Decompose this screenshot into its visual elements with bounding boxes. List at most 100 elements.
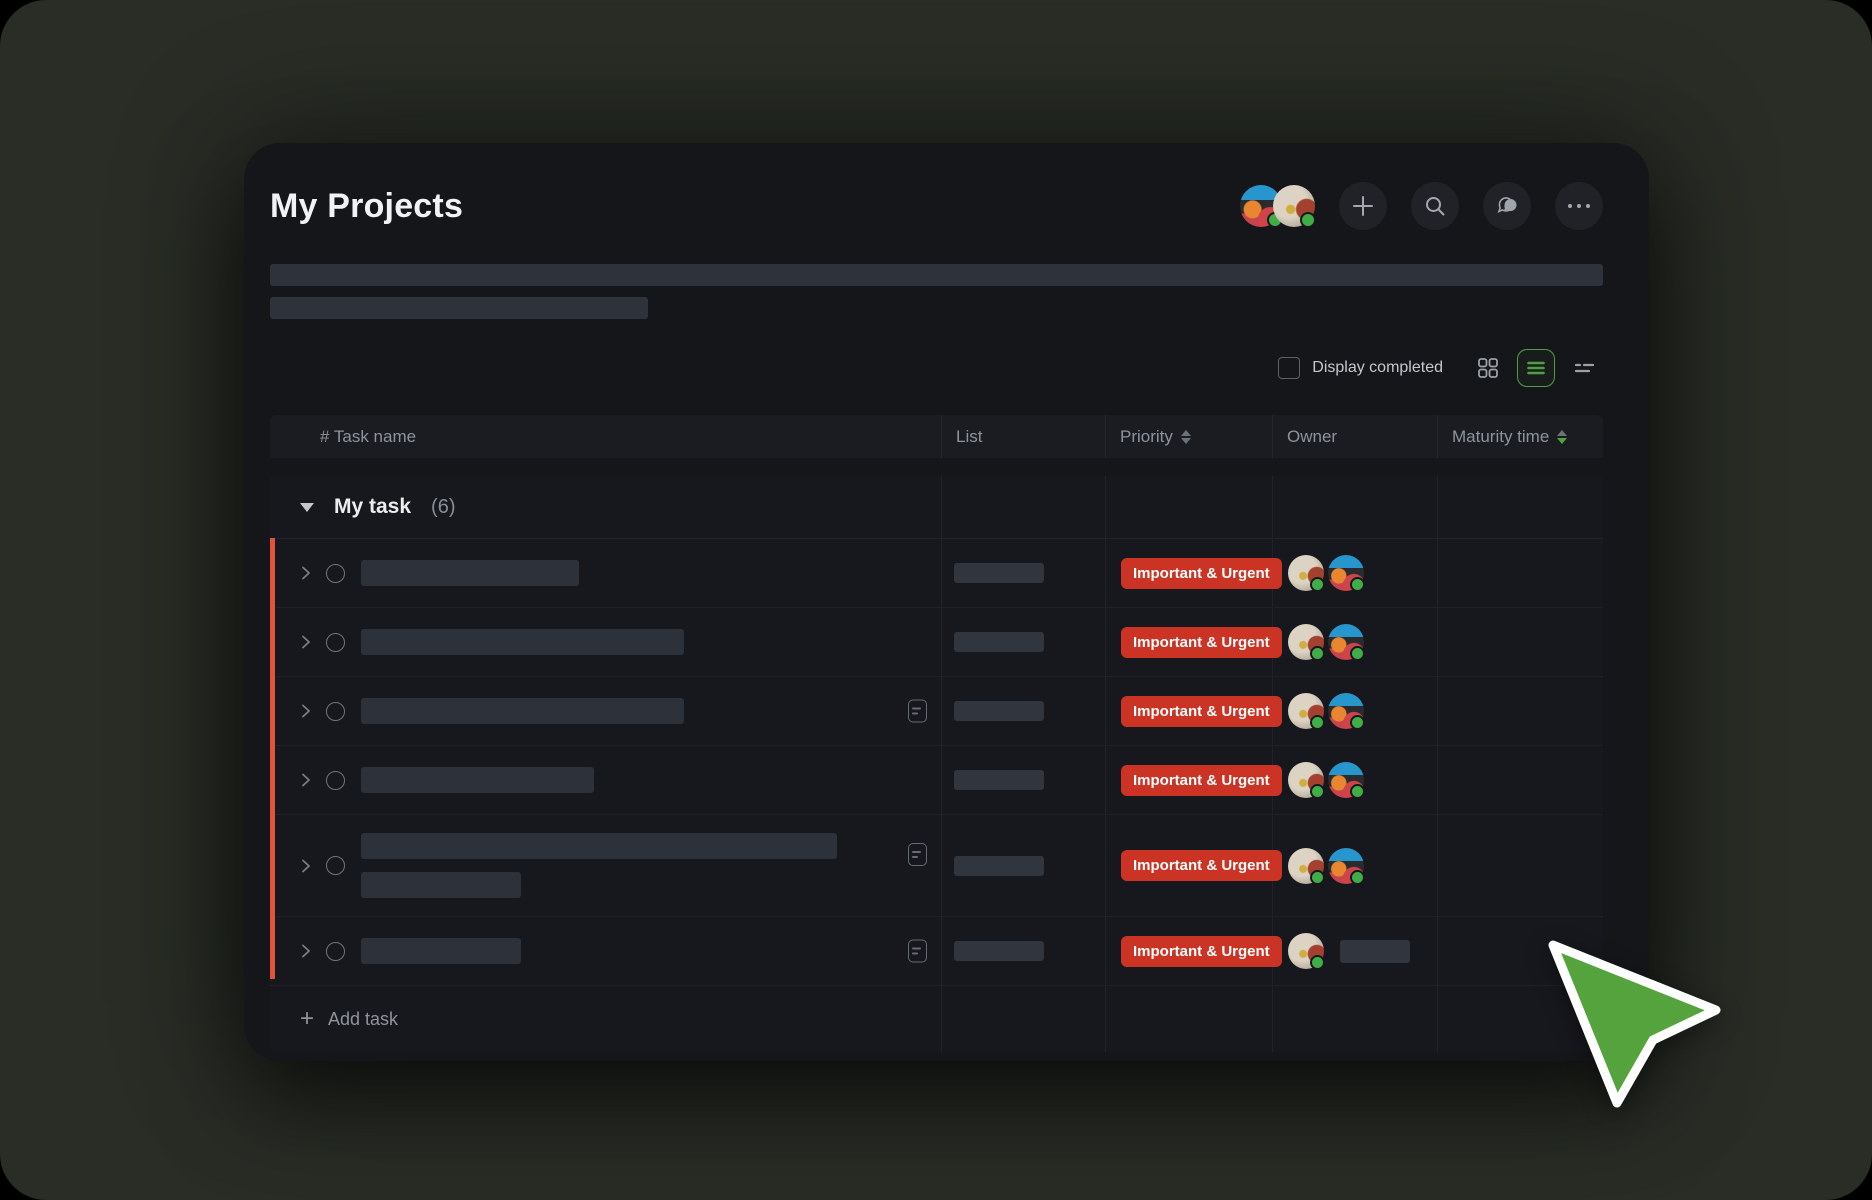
online-dot <box>1310 869 1325 885</box>
chevron-right-icon[interactable] <box>300 772 312 788</box>
note-document-icon[interactable] <box>908 939 927 963</box>
column-header-priority[interactable]: Priority <box>1106 415 1273 458</box>
chevron-right-icon[interactable] <box>300 703 312 719</box>
group-cell-empty <box>1273 476 1438 538</box>
display-completed-toggle[interactable]: Display completed <box>1278 357 1443 379</box>
owner-avatar[interactable] <box>1328 847 1365 885</box>
priority-marker-strip <box>270 538 275 979</box>
task-status-circle[interactable] <box>326 856 345 875</box>
add-cell-empty <box>942 986 1106 1052</box>
owner-avatar[interactable] <box>1288 693 1325 730</box>
owner-avatar[interactable] <box>1288 624 1325 661</box>
note-document-icon[interactable] <box>908 699 927 723</box>
search-button[interactable] <box>1411 182 1459 230</box>
owner-avatar[interactable] <box>1328 762 1365 799</box>
add-button[interactable] <box>1339 182 1387 230</box>
window-header: My Projects <box>270 179 1603 233</box>
owner-name-skeleton <box>1340 939 1410 963</box>
task-row[interactable]: Important & Urgent <box>270 746 1603 815</box>
task-name-cell <box>270 746 942 814</box>
task-priority-cell: Important & Urgent <box>1106 815 1282 916</box>
task-status-circle[interactable] <box>326 701 345 721</box>
online-dot <box>1350 646 1365 661</box>
column-header-maturity-time[interactable]: Maturity time <box>1438 415 1603 458</box>
owner-avatar[interactable] <box>1288 762 1325 799</box>
list-skeleton <box>954 855 1044 876</box>
grid-view-button[interactable] <box>1469 349 1507 387</box>
task-name-skeleton <box>361 629 684 655</box>
task-row[interactable]: Important & Urgent <box>270 677 1603 746</box>
projects-window: My Projects <box>244 143 1649 1061</box>
chat-bubble-icon <box>1497 197 1517 213</box>
group-cell-empty <box>1438 476 1603 538</box>
more-button[interactable] <box>1555 182 1603 230</box>
online-dot <box>1310 577 1325 592</box>
chevron-right-icon[interactable] <box>300 858 312 874</box>
online-dot <box>1310 715 1325 730</box>
view-switcher <box>1469 349 1603 387</box>
group-cell: My task (6) <box>270 476 942 538</box>
task-maturity-cell <box>1438 539 1603 607</box>
chevron-right-icon[interactable] <box>300 565 312 581</box>
avatar-user-2[interactable] <box>1273 185 1316 228</box>
note-document-icon[interactable] <box>908 843 927 866</box>
owner-avatar[interactable] <box>1328 693 1365 730</box>
task-list-cell <box>942 815 1106 916</box>
task-priority-cell: Important & Urgent <box>1106 746 1282 814</box>
list-view-button[interactable] <box>1517 349 1555 387</box>
member-avatars[interactable] <box>1240 185 1316 228</box>
display-completed-checkbox[interactable] <box>1278 357 1301 379</box>
priority-badge[interactable]: Important & Urgent <box>1121 557 1282 589</box>
chat-button[interactable] <box>1483 182 1531 230</box>
collapse-caret-icon[interactable] <box>300 502 314 512</box>
search-icon <box>1426 197 1445 216</box>
priority-badge[interactable]: Important & Urgent <box>1121 626 1282 658</box>
ellipsis-icon <box>1568 204 1590 208</box>
chevron-right-icon[interactable] <box>300 943 312 959</box>
owner-avatar[interactable] <box>1328 555 1365 592</box>
add-task-button[interactable]: + Add task <box>270 1007 398 1031</box>
online-dot <box>1310 646 1325 661</box>
task-row[interactable]: Important & Urgent <box>270 815 1603 917</box>
group-label: My task <box>334 495 412 518</box>
task-status-circle[interactable] <box>326 770 345 790</box>
add-task-label: Add task <box>328 1008 399 1029</box>
task-owner-cell <box>1273 539 1438 607</box>
priority-badge[interactable]: Important & Urgent <box>1121 935 1282 967</box>
task-name-skeleton <box>361 938 521 964</box>
filter-view-button[interactable] <box>1565 349 1603 387</box>
skeleton-line <box>361 872 521 898</box>
task-owner-cell <box>1273 608 1438 676</box>
owner-avatar[interactable] <box>1288 933 1325 970</box>
task-status-circle[interactable] <box>326 941 345 961</box>
list-icon <box>1527 361 1545 375</box>
task-row[interactable]: Important & Urgent <box>270 917 1603 986</box>
owner-avatar[interactable] <box>1328 624 1365 661</box>
chevron-right-icon[interactable] <box>300 634 312 650</box>
task-status-circle[interactable] <box>326 563 345 583</box>
online-dot <box>1300 212 1316 228</box>
priority-badge[interactable]: Important & Urgent <box>1121 850 1282 881</box>
sort-icon[interactable] <box>1180 429 1191 444</box>
owner-avatar[interactable] <box>1288 847 1325 885</box>
task-group-row[interactable]: My task (6) <box>270 476 1603 539</box>
owner-avatar[interactable] <box>1288 555 1325 592</box>
online-dot <box>1350 577 1365 592</box>
sort-icon[interactable] <box>1557 429 1568 444</box>
priority-badge[interactable]: Important & Urgent <box>1121 764 1282 796</box>
task-priority-cell: Important & Urgent <box>1106 677 1282 745</box>
task-name-cell <box>270 815 942 916</box>
task-row[interactable]: Important & Urgent <box>270 539 1603 608</box>
task-list-cell <box>942 608 1106 676</box>
task-owner-cell <box>1273 677 1438 745</box>
task-status-circle[interactable] <box>326 632 345 652</box>
online-dot <box>1310 955 1325 970</box>
priority-badge[interactable]: Important & Urgent <box>1121 695 1282 727</box>
header-actions <box>1240 182 1603 230</box>
task-row[interactable]: Important & Urgent <box>270 608 1603 677</box>
skeleton-line <box>361 560 579 586</box>
column-label: Priority <box>1120 426 1173 446</box>
list-skeleton <box>954 563 1044 583</box>
task-name-skeleton <box>361 767 594 793</box>
